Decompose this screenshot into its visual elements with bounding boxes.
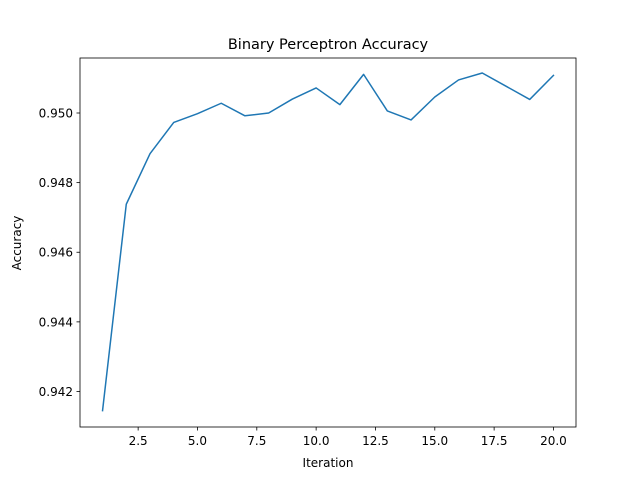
- x-tick-label: 17.5: [481, 434, 508, 448]
- axes-frame: [79, 57, 577, 428]
- x-tick-label: 20.0: [540, 434, 567, 448]
- x-tick-label: 5.0: [188, 434, 207, 448]
- y-tick-label: 0.950: [39, 107, 73, 121]
- plot-area: [79, 57, 577, 428]
- x-tick-label: 15.0: [421, 434, 448, 448]
- y-tick-label: 0.942: [39, 385, 73, 399]
- series-line-0: [101, 72, 555, 412]
- x-tick-label: 10.0: [303, 434, 330, 448]
- y-axis-label: Accuracy: [10, 216, 24, 271]
- y-tick-label: 0.946: [39, 246, 73, 260]
- x-axis-label: Iteration: [303, 456, 354, 470]
- x-tick-label: 12.5: [362, 434, 389, 448]
- x-tick-label: 2.5: [129, 434, 148, 448]
- x-tick-label: 7.5: [247, 434, 266, 448]
- x-axis: 2.5 5.0 7.5 10.0 12.5 15.0 17.5 20.0: [129, 427, 567, 448]
- y-tick-label: 0.948: [39, 176, 73, 190]
- y-axis: 0.942 0.944 0.946 0.948 0.950: [39, 107, 80, 399]
- y-tick-label: 0.944: [39, 315, 73, 329]
- chart-title: Binary Perceptron Accuracy: [228, 37, 429, 53]
